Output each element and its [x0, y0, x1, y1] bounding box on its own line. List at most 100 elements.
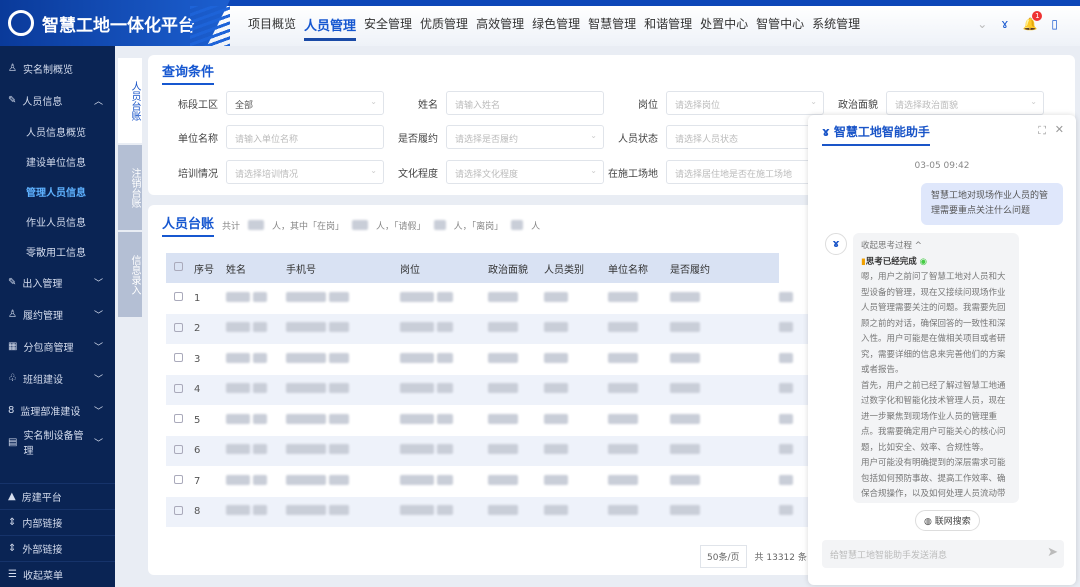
sidebar-bottom-item[interactable]: ⇕ 外部链接 — [0, 535, 115, 561]
table-row[interactable]: 1 — [166, 283, 826, 314]
sidebar-item[interactable]: ♧ 班组建设 ﹀ — [0, 362, 115, 394]
row-checkbox[interactable] — [174, 444, 183, 454]
assistant-avatar: ɤ — [825, 233, 847, 255]
app-title: 智慧工地一体化平台 — [42, 15, 195, 36]
nav-item[interactable]: 和谐管理 — [644, 17, 693, 31]
sidebar-bottom-item[interactable]: ⇕ 内部链接 — [0, 509, 115, 535]
sidebar-item[interactable]: ♙ 履约管理 ﹀ — [0, 298, 115, 330]
col-header[interactable]: 人员类别 — [544, 253, 608, 283]
sidebar-subitem-active[interactable]: 管理人员信息 — [26, 187, 86, 199]
filter-input[interactable]: 请选择人员状态⌄ — [666, 125, 824, 149]
table-row[interactable]: 5 — [166, 405, 826, 436]
sidebar-subitem[interactable]: 建设单位信息 — [26, 157, 86, 169]
chevron-down-icon[interactable]: ⌄ — [977, 17, 988, 31]
nav-item[interactable]: 系统管理 — [812, 17, 861, 31]
expand-icon[interactable]: ⛶ — [1038, 124, 1046, 137]
blurred-cell — [670, 344, 779, 375]
nav-item[interactable]: 绿色管理 — [532, 17, 581, 31]
vtab-ledger[interactable]: 人员台账 — [118, 58, 142, 143]
filter-input-text: 请选择岗位 — [675, 101, 721, 111]
chevron-down-icon: ⌄ — [590, 166, 597, 175]
user-message: 智慧工地对现场作业人员的管理需要重点关注什么问题 — [921, 183, 1063, 225]
row-checkbox[interactable] — [174, 292, 183, 302]
filter-input-text: 请选择文化程度 — [455, 170, 519, 180]
table-row[interactable]: 7 — [166, 466, 826, 497]
nav-item[interactable]: 安全管理 — [364, 17, 413, 31]
col-header[interactable]: 手机号 — [286, 253, 400, 283]
blurred-cell — [608, 344, 670, 375]
filter-input[interactable]: 请选择居住地是否在施工场地⌄ — [666, 160, 824, 184]
nav-item[interactable]: 智慧管理 — [588, 17, 637, 31]
user-icon: ♙ — [8, 308, 17, 320]
filter-input[interactable]: 请选择培训情况 ⌄ — [226, 160, 384, 184]
row-checkbox[interactable] — [174, 353, 183, 363]
col-header[interactable]: 单位名称 — [608, 253, 670, 283]
blurred-cell — [670, 435, 780, 466]
nav-item-active[interactable]: 人员管理 — [304, 15, 357, 41]
col-header[interactable]: 是否履约 — [670, 253, 780, 283]
nav-item[interactable]: 智管中心 — [756, 17, 805, 31]
bulb-icon: ▮ — [861, 256, 866, 267]
select-all-checkbox[interactable] — [174, 262, 183, 271]
sidebar-subitem[interactable]: 作业人员信息 — [26, 217, 86, 229]
sidebar-bottom-item[interactable]: ☰ 收起菜单 — [0, 561, 115, 587]
table-row[interactable]: 3 — [166, 344, 826, 375]
chevron-down-icon: ⌄ — [370, 166, 377, 175]
sidebar-item[interactable]: ▤ 实名制设备管理 ﹀ — [0, 426, 115, 458]
filter-field: 岗位 请选择岗位 ⌄ — [598, 91, 824, 115]
filter-input[interactable]: 请选择岗位 ⌄ — [666, 91, 824, 115]
table-row[interactable]: 6 — [166, 435, 826, 466]
filter-label: 姓名 — [418, 99, 438, 111]
col-header[interactable]: 序号 — [194, 253, 226, 283]
collapse-thinking-toggle[interactable]: 收起思考过程 ^ — [861, 241, 922, 251]
sidebar-item[interactable]: ♙ 实名制概览 — [0, 52, 115, 84]
filter-input[interactable]: 全部 ⌄ — [226, 91, 384, 115]
sidebar-subitem[interactable]: 人员信息概览 — [26, 127, 86, 139]
decorative-stripes — [190, 6, 230, 46]
nav-item[interactable]: 处置中心 — [700, 17, 749, 31]
sidebar-bottom-item[interactable]: ▲ 房建平台 — [0, 483, 115, 509]
row-checkbox[interactable] — [174, 414, 183, 424]
assistant-icon[interactable]: ɤ — [1001, 17, 1009, 31]
nav-item[interactable]: 优质管理 — [420, 17, 469, 31]
phone-icon[interactable]: ▯ — [1051, 17, 1058, 31]
send-icon[interactable]: ➤ — [1047, 545, 1058, 560]
filter-input[interactable]: 请输入姓名 — [446, 91, 604, 115]
chat-input[interactable]: 给智慧工地智能助手发送消息 — [822, 540, 1064, 568]
table-row[interactable]: 4 — [166, 374, 826, 405]
close-icon[interactable]: ✕ — [1054, 123, 1064, 136]
sidebar-label: 班组建设 — [22, 374, 63, 386]
col-header[interactable]: 姓名 — [226, 253, 286, 283]
vtab-entry[interactable]: 信息录入 — [118, 232, 142, 317]
blurred-cell — [400, 496, 488, 527]
filter-input[interactable]: 请输入单位名称 — [226, 125, 384, 149]
blurred-cell — [400, 344, 488, 375]
page-size-select[interactable]: 50条/页 — [700, 545, 747, 568]
nav-item[interactable]: 高效管理 — [476, 17, 525, 31]
row-checkbox[interactable] — [174, 383, 183, 393]
bell-icon[interactable]: 🔔 1 — [1022, 11, 1043, 31]
sidebar-item[interactable]: ▦ 分包商管理 ﹀ — [0, 330, 115, 362]
filter-input[interactable]: 请选择文化程度 ⌄ — [446, 160, 604, 184]
chevron-down-icon: ﹀ — [93, 278, 103, 289]
col-header[interactable]: 政治面貌 — [488, 253, 544, 283]
stats-text: 人，「离岗」 — [453, 221, 504, 232]
row-checkbox[interactable] — [174, 505, 183, 515]
sidebar-item[interactable]: ✎ 人员信息 ︿ — [0, 84, 115, 116]
filter-input[interactable]: 请选择是否履约 ⌄ — [446, 125, 604, 149]
sidebar-label: 外部链接 — [22, 545, 63, 556]
row-checkbox[interactable] — [174, 475, 183, 485]
sidebar-subitem[interactable]: 零散用工信息 — [26, 247, 86, 259]
nav-item[interactable]: 项目概览 — [248, 17, 297, 31]
sidebar-item[interactable]: 8 监理部准建设 ﹀ — [0, 394, 115, 426]
sidebar: ♙ 实名制概览 ✎ 人员信息 ︿ 人员信息概览 建设单位信息 管理人员信息 作业人员信… — [0, 46, 115, 587]
blurred-cell — [488, 374, 544, 405]
row-checkbox[interactable] — [174, 322, 183, 332]
sidebar-item[interactable]: ✎ 出入管理 ﹀ — [0, 266, 115, 298]
web-search-button[interactable]: ◍ 联网搜索 — [915, 510, 980, 531]
col-header[interactable]: 岗位 — [400, 253, 488, 283]
filter-input[interactable]: 请选择政治面貌 ⌄ — [886, 91, 1044, 115]
table-row[interactable]: 2 — [166, 313, 826, 344]
vtab-cancelled[interactable]: 注销台账 — [118, 145, 142, 230]
table-row[interactable]: 8 — [166, 496, 826, 527]
